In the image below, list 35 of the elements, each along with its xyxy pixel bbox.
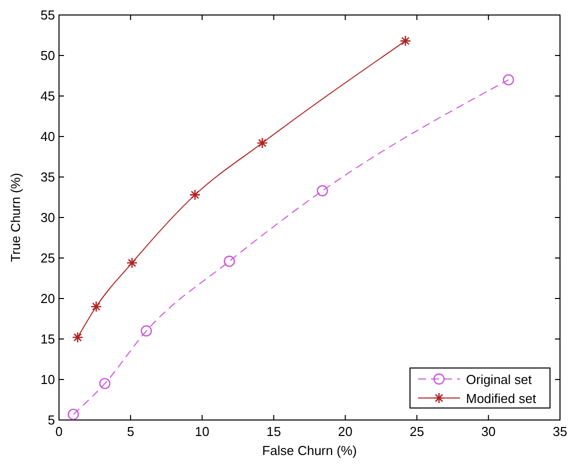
- y-tick-label: 55: [40, 8, 55, 22]
- point: [189, 189, 201, 200]
- y-tick-label: 40: [40, 129, 55, 144]
- x-axis-title: False Churn (%): [262, 443, 357, 458]
- x-tick-label: 5: [126, 424, 134, 439]
- point: [126, 257, 138, 269]
- x-tick-label: 35: [552, 424, 568, 439]
- point: [140, 325, 152, 336]
- y-tick-label: 35: [40, 170, 55, 184]
- y-tick-label: 10: [40, 372, 55, 387]
- y-tick-label: 25: [40, 250, 55, 266]
- point: [99, 378, 110, 390]
- legend-label: Original set: [466, 372, 532, 387]
- x-tick-label: 15: [266, 424, 281, 439]
- y-tick-label: 50: [40, 48, 55, 63]
- point: [90, 300, 102, 312]
- y-tick-label: 5: [48, 412, 55, 428]
- point: [68, 408, 79, 420]
- point: [316, 185, 328, 196]
- y-axis-title: True Churn (%): [8, 172, 23, 262]
- point: [502, 74, 514, 86]
- y-tick-label: 45: [40, 88, 55, 104]
- legend-label: Modified set: [466, 391, 536, 406]
- y-tick-label: 15: [40, 332, 55, 346]
- x-tick-label: 0: [55, 424, 63, 439]
- point: [72, 332, 84, 344]
- point: [256, 137, 268, 149]
- point: [400, 35, 412, 47]
- y-tick-label: 20: [40, 291, 55, 306]
- x-tick-label: 25: [410, 424, 424, 439]
- point: [224, 256, 235, 267]
- y-tick-label: 30: [40, 210, 55, 225]
- x-tick-label: 10: [194, 424, 210, 439]
- x-tick-label: 20: [338, 424, 353, 439]
- x-tick-label: 30: [481, 424, 496, 439]
